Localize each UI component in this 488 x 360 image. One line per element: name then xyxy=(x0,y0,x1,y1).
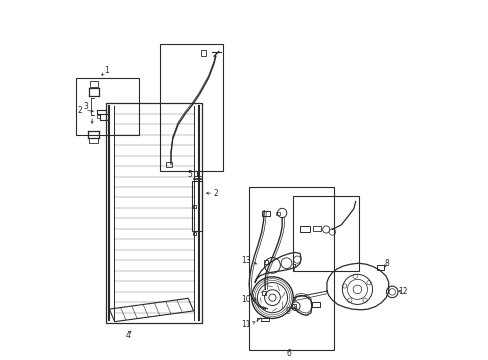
Text: 11: 11 xyxy=(241,320,250,329)
Bar xyxy=(105,103,202,323)
Text: 9: 9 xyxy=(285,307,290,316)
Text: 2: 2 xyxy=(213,189,218,198)
Text: 12: 12 xyxy=(397,287,407,296)
Bar xyxy=(89,81,98,87)
Bar xyxy=(292,196,358,271)
Bar xyxy=(201,50,206,56)
Bar xyxy=(376,265,383,270)
Bar xyxy=(263,260,267,264)
Bar xyxy=(291,305,296,308)
Text: 10: 10 xyxy=(241,295,250,304)
Bar xyxy=(261,211,269,216)
Bar xyxy=(160,44,223,171)
Bar xyxy=(193,232,196,235)
Bar xyxy=(312,226,320,231)
Text: 7: 7 xyxy=(290,265,295,274)
Text: 1: 1 xyxy=(104,66,109,75)
Bar xyxy=(97,115,100,118)
Text: 5: 5 xyxy=(187,170,192,179)
Bar xyxy=(276,212,279,215)
Bar xyxy=(192,181,202,231)
Text: 13: 13 xyxy=(241,256,251,265)
Text: 3: 3 xyxy=(83,102,88,111)
Bar xyxy=(166,162,172,167)
Text: 4: 4 xyxy=(125,332,130,341)
Text: 2: 2 xyxy=(78,105,82,114)
Text: 6: 6 xyxy=(286,349,291,358)
Bar xyxy=(260,318,268,321)
Bar xyxy=(193,205,196,208)
Bar xyxy=(311,302,319,307)
Bar xyxy=(76,78,139,135)
Bar xyxy=(248,187,333,350)
Bar xyxy=(261,291,265,296)
Text: 8: 8 xyxy=(384,259,389,268)
Bar xyxy=(89,138,98,143)
Bar xyxy=(300,226,309,232)
